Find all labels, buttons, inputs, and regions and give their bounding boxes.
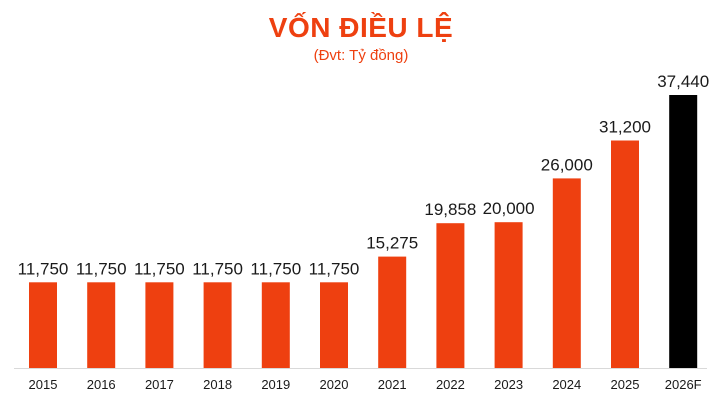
bar-2023 <box>494 222 523 368</box>
x-tick-label-2021: 2021 <box>378 377 407 392</box>
value-label-2021: 15,275 <box>366 234 418 253</box>
x-tick-label-2020: 2020 <box>320 377 349 392</box>
value-label-2019: 11,750 <box>250 259 301 278</box>
bar-2015 <box>29 282 57 368</box>
value-label-2016: 11,750 <box>76 259 127 278</box>
bar-2019 <box>261 282 290 368</box>
x-tick-label-2015: 2015 <box>29 377 58 392</box>
value-label-2026F: 37,440 <box>657 72 709 91</box>
bar-2026F <box>669 95 698 368</box>
value-label-2024: 26,000 <box>541 155 593 174</box>
chart-title: VỐN ĐIỀU LỆ <box>268 12 454 43</box>
value-label-2022: 19,858 <box>424 200 476 219</box>
x-tick-label-2025: 2025 <box>611 377 640 392</box>
value-label-2020: 11,750 <box>309 259 360 278</box>
x-tick-label-2017: 2017 <box>145 377 174 392</box>
bar-2016 <box>87 282 116 368</box>
x-tick-label-2018: 2018 <box>203 377 232 392</box>
x-tick-label-2024: 2024 <box>552 377 581 392</box>
x-tick-label-2023: 2023 <box>494 377 523 392</box>
x-tick-label-2026F: 2026F <box>665 377 702 392</box>
chart-subtitle: (Đvt: Tỷ đồng) <box>313 47 409 64</box>
bar-2024 <box>552 178 581 368</box>
bar-2025 <box>611 140 639 368</box>
bar-2018 <box>203 282 232 368</box>
x-tick-label-2019: 2019 <box>261 377 290 392</box>
bar-2022 <box>436 223 465 368</box>
x-tick-label-2016: 2016 <box>87 377 116 392</box>
bar-2017 <box>145 282 174 368</box>
value-label-2017: 11,750 <box>134 259 185 278</box>
value-label-2018: 11,750 <box>192 259 243 278</box>
bar-2021 <box>378 256 407 368</box>
x-tick-label-2022: 2022 <box>436 377 465 392</box>
bar-2020 <box>320 282 348 368</box>
value-label-2015: 11,750 <box>18 259 69 278</box>
value-label-2023: 20,000 <box>483 199 535 218</box>
value-label-2025: 31,200 <box>599 118 651 137</box>
